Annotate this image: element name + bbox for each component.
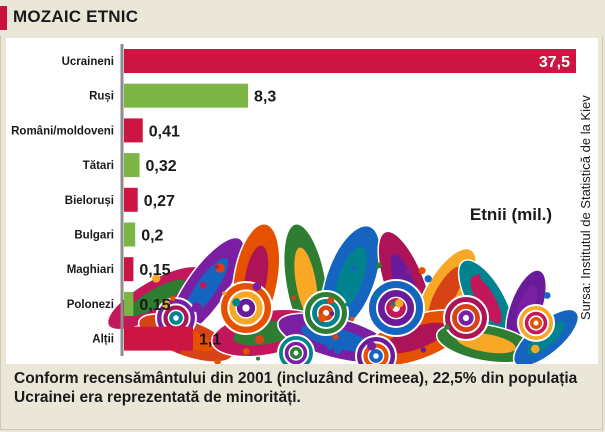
ornament-circle [543,292,551,299]
ornament-circle [326,297,335,305]
ornament-circle [252,282,262,291]
value-label: 37,5 [539,54,570,71]
bar [124,187,138,212]
ornament-petal [384,322,448,354]
ornament-circle [293,350,299,356]
ornament-circle [254,335,265,345]
floral-ornament [106,222,580,364]
bar [124,83,249,108]
ornament-circle [424,275,432,283]
ornament-circle [170,295,176,302]
ornament-circle [373,293,379,299]
value-label: 1,1 [199,332,221,349]
category-label: Ucraineni [62,56,114,68]
ornament-circle [161,300,171,309]
ornament-petal [470,276,502,324]
ornament-circle [242,348,250,355]
source-note: Sursa: Institutul de Statistică de la Ki… [578,95,593,320]
bar [124,326,193,351]
ornament-circle [349,316,355,322]
value-label: 0,2 [141,228,163,245]
ornament-circle [394,298,404,308]
ornament-circle [344,302,349,307]
chart-panel: Ucraineni 37,5 Ruși 8,3 Români/moldoveni 0,41… [6,38,598,364]
bar [124,291,134,316]
ornament-circle [193,337,204,348]
ornament-circle [173,315,179,321]
ornament-circle [350,265,357,272]
ornament-circle [214,358,221,364]
value-label: 0,27 [144,193,175,210]
bar [124,222,136,247]
ornament-circle [373,353,379,359]
category-label: Bieloruși [65,195,114,207]
bar [124,118,143,143]
header-title: MOZAIC ETNIC [13,7,139,26]
ornament-circle [375,262,382,269]
ornament-circle [318,314,327,323]
bar [124,49,576,73]
value-label: 0,15 [139,297,170,314]
ornament-circle [329,311,335,316]
bar-chart: Ucraineni 37,5 Ruși 8,3 Români/moldoveni 0,41… [11,44,593,364]
ornament-circle [332,333,339,340]
footer-note: Conform recensământului din 2001 (incluz… [14,370,578,406]
header: MOZAIC ETNIC [0,0,603,36]
ornament-circle [256,356,261,361]
ornament-circle [333,346,342,354]
ornament-circle [531,344,540,354]
ornament-petal [127,279,185,317]
category-label: Bulgari [74,230,114,242]
category-label: Polonezi [67,299,114,311]
value-label: 8,3 [254,89,276,106]
ornament-circle [326,343,334,351]
ornament-circle [462,314,470,322]
ornament-circle [367,341,377,351]
ornament-circle [475,274,481,280]
value-label: 0,41 [149,123,180,140]
header-accent-bar [0,6,7,30]
ornament-petal [428,266,464,320]
ornament-circle [389,304,395,310]
chart-title: Etnii (mil.) [470,205,552,224]
ornament-circle [152,274,161,283]
bar [124,153,140,178]
ornament-circle [533,320,539,326]
ornament-circle [242,304,250,312]
ornament-circle [222,291,227,296]
bar [124,257,134,282]
ornament-circle [199,282,207,289]
ornament-circle [322,309,330,317]
category-label: Români/moldoveni [11,125,114,137]
ornament-circle [232,298,241,307]
category-label: Tătari [83,160,114,172]
ornament-petal [335,246,367,310]
ornament-circle [420,347,427,353]
value-label: 0,32 [146,158,177,175]
ornament-circle [214,264,220,269]
ornament-circle [444,324,450,330]
value-label: 0,15 [139,262,170,279]
category-label: Alții [92,334,114,346]
ornament-circle [418,267,426,275]
ornament-circle [191,302,202,313]
category-label: Ruși [89,91,114,103]
ornament-circle [404,268,412,275]
ornament-circle [291,295,296,301]
category-label: Maghiari [67,264,114,276]
